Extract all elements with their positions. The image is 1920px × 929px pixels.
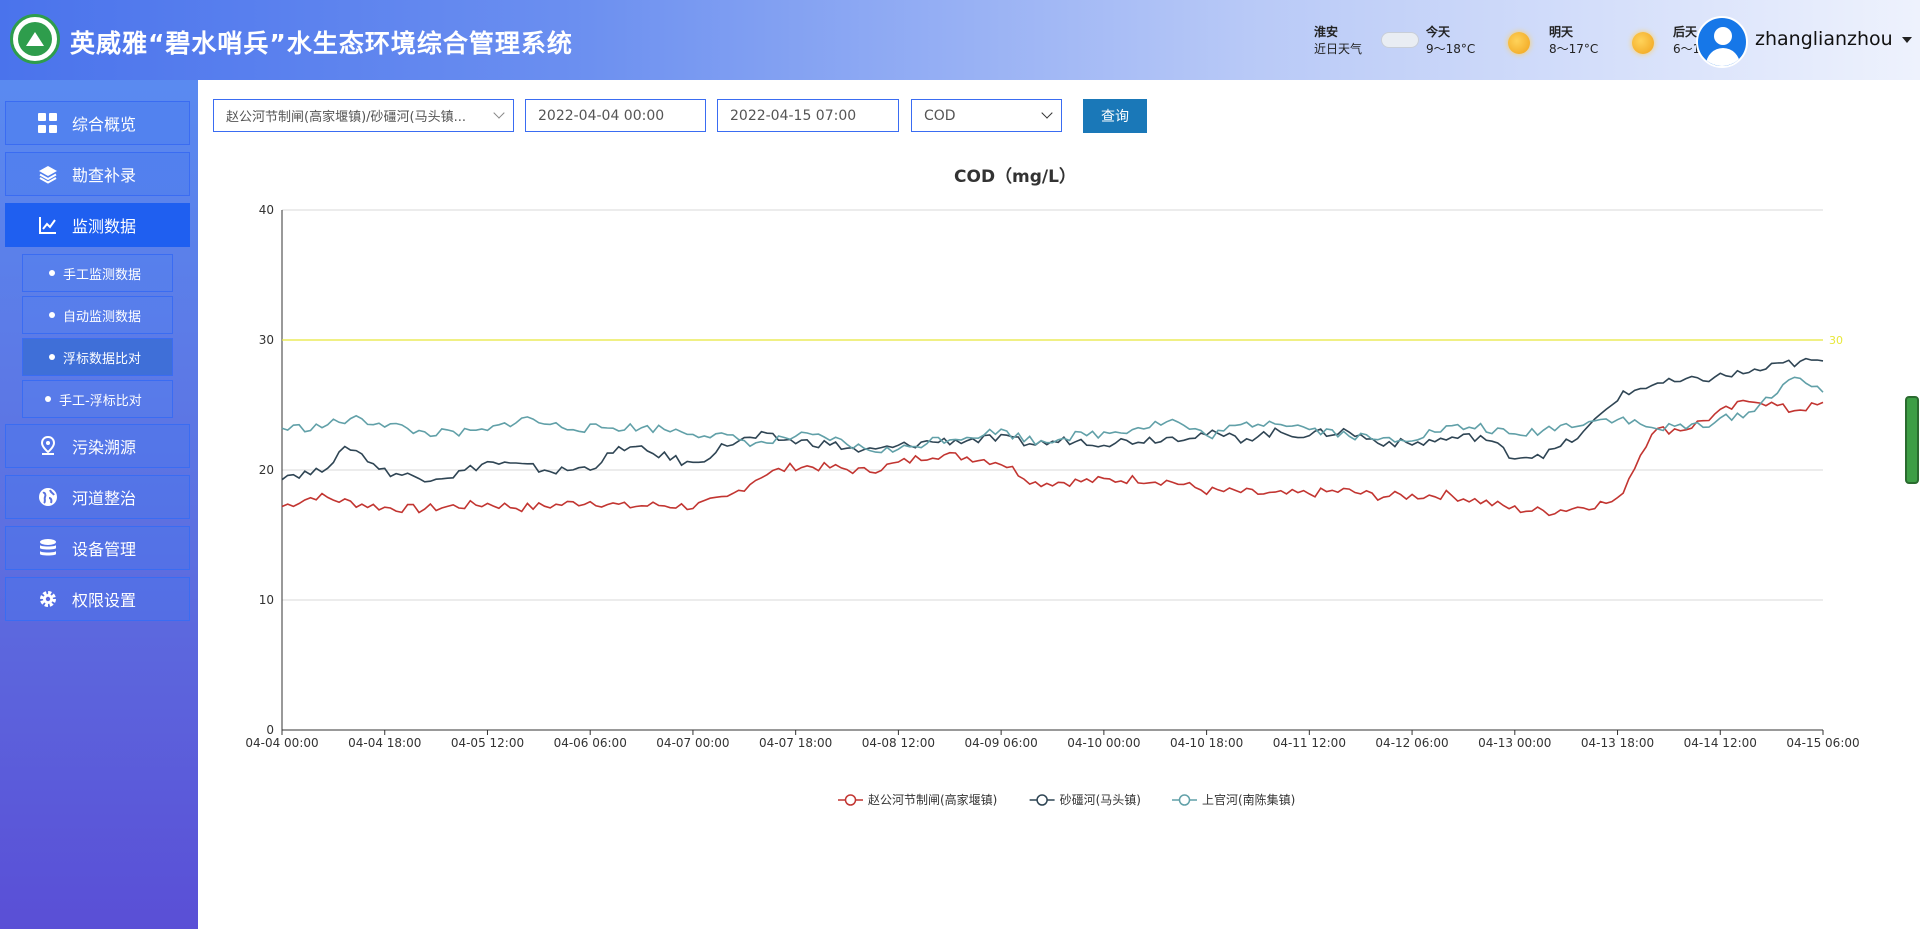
legend-label: 砂礓河(马头镇) <box>1060 793 1141 807</box>
avatar[interactable] <box>1696 16 1748 68</box>
x-tick-label: 04-11 12:00 <box>1273 736 1346 750</box>
gear-icon <box>38 589 58 609</box>
series-line-2 <box>281 357 1824 483</box>
sidebar: 综合概览 勘查补录 监测数据 手工监测数据 自动监测数据 浮标数据比对 手工-浮… <box>0 80 198 929</box>
database-icon <box>38 538 58 558</box>
y-tick-label: 40 <box>259 203 274 217</box>
x-tick-label: 04-12 06:00 <box>1375 736 1448 750</box>
logo-icon <box>10 14 60 64</box>
chevron-down-icon[interactable] <box>1902 37 1912 43</box>
series-line-1 <box>281 399 1824 517</box>
x-tick-label: 04-15 06:00 <box>1786 736 1859 750</box>
query-button[interactable]: 查询 <box>1083 99 1147 133</box>
end-time-input[interactable]: 2022-04-15 07:00 <box>717 99 899 132</box>
legend-marker <box>1036 794 1048 806</box>
x-tick-label: 04-08 12:00 <box>862 736 935 750</box>
scrollbar-handle[interactable] <box>1905 396 1919 484</box>
username[interactable]: zhanglianzhou <box>1755 28 1893 50</box>
x-tick-label: 04-13 18:00 <box>1581 736 1654 750</box>
weather-today: 今天 9～18°C <box>1426 25 1476 56</box>
y-tick-label: 20 <box>259 463 274 477</box>
x-tick-label: 04-13 00:00 <box>1478 736 1551 750</box>
sub-item-manual-buoy[interactable]: 手工-浮标比对 <box>22 380 173 418</box>
app-title: 英威雅“碧水哨兵”水生态环境综合管理系统 <box>70 29 573 58</box>
station-select[interactable]: 赵公河节制闸(高家堰镇)/砂礓河(马头镇... <box>213 99 514 132</box>
layers-icon <box>38 164 58 184</box>
x-tick-label: 04-07 18:00 <box>759 736 832 750</box>
y-tick-label: 10 <box>259 593 274 607</box>
sidebar-item-overview[interactable]: 综合概览 <box>5 101 190 145</box>
y-tick-label: 0 <box>266 723 274 737</box>
line-chart-icon <box>38 215 58 235</box>
sidebar-item-river-remediation[interactable]: 河道整治 <box>5 475 190 519</box>
app-header: 英威雅“碧水哨兵”水生态环境综合管理系统 淮安 近日天气 今天 9～18°C 明… <box>0 0 1920 80</box>
location-pin-icon <box>38 435 58 456</box>
cloud-icon <box>1381 32 1419 48</box>
legend-label: 上官河(南陈集镇) <box>1202 792 1295 807</box>
series-line-3 <box>281 376 1824 454</box>
x-tick-label: 04-10 00:00 <box>1067 736 1140 750</box>
x-tick-label: 04-06 06:00 <box>554 736 627 750</box>
x-tick-label: 04-04 00:00 <box>245 736 318 750</box>
sidebar-item-monitoring[interactable]: 监测数据 <box>5 203 190 247</box>
threshold-label: 30 <box>1829 334 1843 347</box>
legend-marker <box>844 794 857 806</box>
sidebar-item-permissions[interactable]: 权限设置 <box>5 577 190 621</box>
start-time-input[interactable]: 2022-04-04 00:00 <box>525 99 706 132</box>
sidebar-item-pollution-trace[interactable]: 污染溯源 <box>5 424 190 468</box>
weather-location: 淮安 近日天气 <box>1314 24 1362 58</box>
weather-label: 近日天气 <box>1314 42 1363 56</box>
x-tick-label: 04-05 12:00 <box>451 736 524 750</box>
dashboard-grid-icon <box>38 113 58 133</box>
sidebar-item-device-management[interactable]: 设备管理 <box>5 526 190 570</box>
sun-icon <box>1632 32 1654 54</box>
sub-item-auto[interactable]: 自动监测数据 <box>22 296 173 334</box>
x-tick-label: 04-14 12:00 <box>1684 736 1757 750</box>
x-tick-label: 04-04 18:00 <box>348 736 421 750</box>
globe-icon <box>38 487 58 507</box>
legend-marker <box>1178 794 1191 806</box>
sun-icon <box>1508 32 1530 54</box>
sub-item-buoy-compare[interactable]: 浮标数据比对 <box>22 338 173 376</box>
x-tick-label: 04-10 18:00 <box>1170 736 1243 750</box>
legend-label: 赵公河节制闸(高家堰镇) <box>868 792 997 807</box>
y-tick-label: 30 <box>259 333 274 347</box>
sidebar-item-survey[interactable]: 勘查补录 <box>5 152 190 196</box>
chart-title: COD（mg/L） <box>954 167 1076 187</box>
x-tick-label: 04-07 00:00 <box>656 736 729 750</box>
x-tick-label: 04-09 06:00 <box>965 736 1038 750</box>
indicator-select[interactable]: COD <box>911 99 1062 132</box>
weather-city: 淮安 <box>1314 25 1339 39</box>
sub-item-manual[interactable]: 手工监测数据 <box>22 254 173 292</box>
weather-tomorrow: 明天 8～17°C <box>1549 25 1599 56</box>
